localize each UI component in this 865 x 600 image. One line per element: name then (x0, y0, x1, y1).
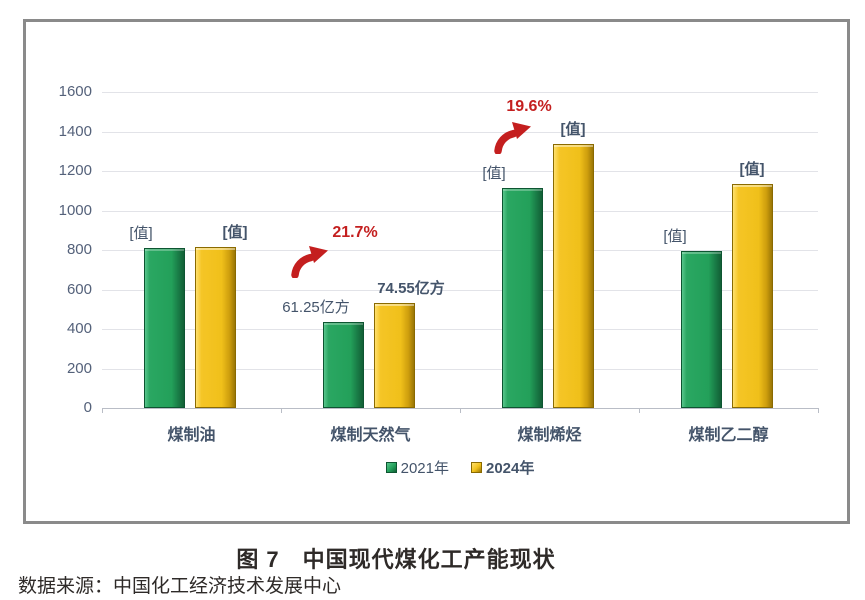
gridline-1400 (102, 131, 818, 133)
value-label-2021年-煤制天然气: 61.25亿方 (282, 298, 350, 316)
legend-label: 2021年 (400, 460, 449, 477)
figure-source: 数据来源：中国化工经济技术发展中心 (18, 576, 342, 597)
value-label-2024年-煤制乙二醇: [值] (739, 160, 765, 178)
x-axis-tick-mark (818, 408, 819, 413)
value-label-2021年-煤制乙二醇: [值] (663, 227, 687, 245)
category-label-煤制天然气: 煤制天然气 (330, 427, 411, 444)
value-label-2024年-煤制烯烃: [值] (560, 120, 586, 138)
y-axis-tick-label: 1600 (58, 83, 92, 100)
bar-2024年-煤制天然气 (373, 303, 415, 408)
y-axis-tick-label: 1000 (58, 201, 92, 219)
bar-2021年-煤制天然气 (322, 321, 364, 408)
y-axis-tick-label: 0 (83, 399, 92, 416)
y-axis-tick-label: 1400 (58, 122, 92, 140)
y-axis-tick-label: 400 (66, 320, 92, 337)
gridline-1200 (102, 171, 818, 172)
x-axis-tick-mark (281, 408, 282, 413)
chart-legend: 2021年 2024年 (102, 457, 818, 478)
value-label-2021年-煤制烯烃: [值] (482, 165, 506, 183)
gridline-1600 (102, 92, 818, 93)
y-axis-tick-label: 800 (66, 241, 92, 258)
category-label-煤制油: 煤制油 (167, 427, 216, 444)
figure-title: 图 7 中国现代煤化工产能现状 (236, 547, 556, 572)
category-label-煤制乙二醇: 煤制乙二醇 (688, 427, 769, 444)
growth-annotation-text: 21.7% (332, 224, 378, 241)
y-axis-tick-label: 600 (66, 280, 92, 298)
growth-arrow-icon (291, 246, 329, 283)
bar-2024年-煤制烯烃 (552, 143, 594, 408)
gridline-200 (102, 368, 818, 370)
gridline-600 (102, 289, 818, 291)
bar-2024年-煤制油 (194, 246, 236, 408)
bar-2024年-煤制乙二醇 (731, 183, 773, 408)
x-axis-tick-mark (460, 408, 461, 413)
legend-swatch-icon (471, 462, 482, 473)
legend-label: 2024年 (486, 460, 535, 477)
x-axis-tick-mark (102, 408, 103, 413)
gridline-400 (102, 329, 818, 330)
gridline-800 (102, 250, 818, 251)
growth-arrow-icon (494, 122, 532, 159)
legend-item-2024年: 2024年 (471, 457, 534, 478)
bar-2021年-煤制油 (143, 247, 185, 408)
y-axis-tick-label: 200 (66, 359, 92, 377)
chart-frame: 0 200 400 600 800 1000 1200 1400 1600 [值] [值] 煤制油 61… (23, 19, 850, 524)
value-label-2024年-煤制油: [值] (222, 223, 248, 241)
legend-item-2021年: 2021年 (385, 457, 449, 478)
legend-swatch-icon (385, 462, 397, 473)
value-label-2021年-煤制油: [值] (129, 224, 153, 242)
value-label-2024年-煤制天然气: 74.55亿方 (377, 280, 445, 298)
x-axis-tick-mark (639, 408, 640, 413)
category-label-煤制烯烃: 煤制烯烃 (517, 427, 582, 444)
y-axis-tick-label: 1200 (58, 162, 92, 179)
bar-2021年-煤制烯烃 (501, 188, 543, 408)
gridline-1000 (102, 210, 818, 212)
bar-2021年-煤制乙二醇 (680, 250, 722, 408)
growth-annotation-text: 19.6% (506, 98, 552, 115)
bar-chart-plot-area: 0 200 400 600 800 1000 1200 1400 1600 [值] [值] 煤制油 61… (26, 22, 847, 521)
